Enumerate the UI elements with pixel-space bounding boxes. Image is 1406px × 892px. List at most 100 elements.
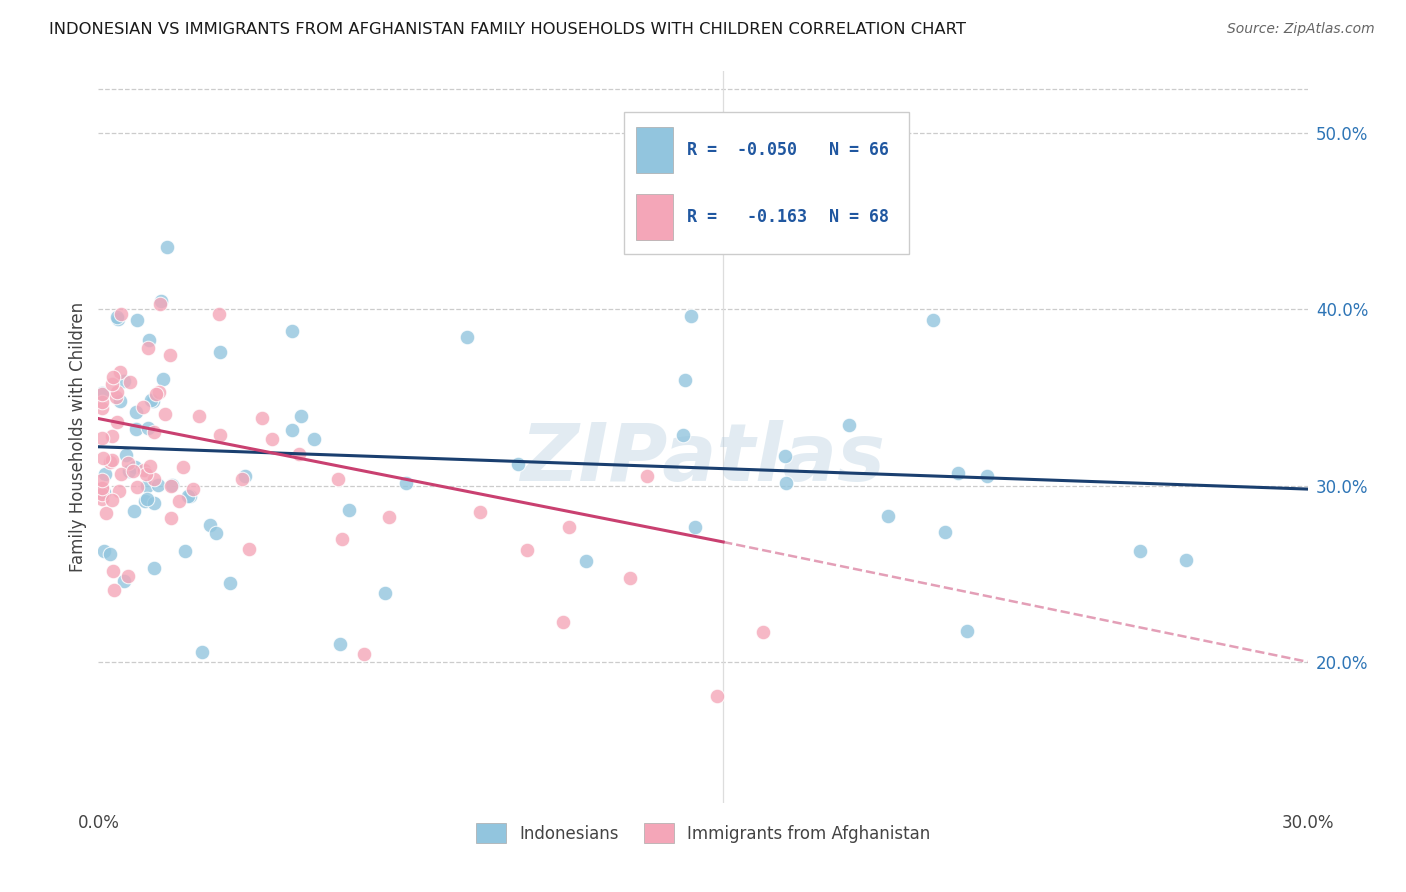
Point — [110, 307, 132, 321]
Point — [98, 547, 121, 561]
Point — [378, 509, 401, 524]
Point — [208, 307, 231, 321]
Point — [132, 400, 155, 414]
Text: ZIPatlas: ZIPatlas — [520, 420, 886, 498]
Point — [117, 569, 139, 583]
Point — [108, 365, 131, 379]
Point — [838, 418, 860, 433]
Point — [976, 469, 998, 483]
Point — [135, 467, 157, 481]
Point — [506, 458, 529, 472]
Point — [91, 487, 114, 501]
Point — [470, 505, 492, 519]
Point — [108, 394, 131, 409]
Point — [136, 342, 159, 356]
Point — [956, 624, 979, 638]
Point — [125, 405, 148, 419]
Point — [575, 554, 598, 568]
Point — [91, 401, 114, 416]
Point — [118, 464, 141, 478]
Point — [134, 494, 156, 508]
Point — [93, 451, 115, 466]
Point — [706, 689, 728, 703]
Point — [160, 510, 183, 524]
Point — [179, 489, 201, 503]
Point — [91, 387, 114, 401]
Point — [353, 647, 375, 661]
Point — [302, 432, 325, 446]
Point — [181, 483, 204, 497]
Point — [329, 637, 352, 651]
Point — [374, 585, 396, 599]
Point — [93, 484, 115, 499]
Point — [93, 543, 115, 558]
Point — [91, 473, 114, 487]
Point — [135, 479, 157, 493]
Point — [125, 313, 148, 327]
Point — [934, 524, 956, 539]
Point — [169, 494, 191, 508]
Point — [153, 408, 176, 422]
Point — [516, 543, 538, 558]
Point — [142, 472, 165, 486]
Point — [105, 415, 128, 429]
Point — [101, 492, 124, 507]
Point — [125, 422, 148, 436]
Point — [94, 467, 117, 481]
Point — [104, 390, 127, 404]
Point — [946, 466, 969, 480]
Point — [672, 428, 695, 442]
Point — [101, 452, 124, 467]
Point — [685, 520, 707, 534]
Point — [149, 294, 172, 309]
Point — [91, 386, 114, 401]
Point — [118, 375, 141, 389]
Point — [94, 506, 117, 520]
Text: INDONESIAN VS IMMIGRANTS FROM AFGHANISTAN FAMILY HOUSEHOLDS WITH CHILDREN CORREL: INDONESIAN VS IMMIGRANTS FROM AFGHANISTA… — [49, 22, 966, 37]
Point — [673, 373, 696, 387]
Point — [142, 394, 165, 409]
Point — [208, 427, 231, 442]
Point — [922, 313, 945, 327]
Point — [558, 519, 581, 533]
Point — [152, 372, 174, 386]
Point — [136, 491, 159, 506]
Point — [143, 425, 166, 439]
Point — [281, 324, 304, 338]
Point — [775, 476, 797, 491]
Point — [250, 411, 273, 425]
Point — [209, 345, 232, 359]
Point — [187, 409, 209, 423]
Point — [101, 377, 124, 392]
Point — [139, 459, 162, 474]
Point — [262, 432, 284, 446]
Point — [121, 463, 143, 477]
Point — [138, 333, 160, 347]
Point — [101, 565, 124, 579]
Point — [1174, 553, 1197, 567]
Point — [124, 459, 146, 474]
Point — [159, 347, 181, 361]
Point — [337, 502, 360, 516]
Point — [149, 297, 172, 311]
Point — [107, 312, 129, 326]
Point — [143, 496, 166, 510]
Legend: Indonesians, Immigrants from Afghanistan: Indonesians, Immigrants from Afghanistan — [470, 817, 936, 849]
Point — [108, 483, 131, 498]
Point — [290, 409, 312, 423]
Point — [619, 571, 641, 585]
Point — [143, 560, 166, 574]
Point — [110, 467, 132, 482]
Point — [233, 469, 256, 483]
Point — [98, 455, 121, 469]
Point — [205, 526, 228, 541]
Point — [91, 481, 114, 495]
Point — [139, 393, 162, 408]
Point — [681, 309, 703, 323]
Point — [122, 504, 145, 518]
Point — [146, 478, 169, 492]
Point — [176, 489, 198, 503]
Point — [91, 491, 114, 506]
Point — [281, 423, 304, 437]
Point — [159, 479, 181, 493]
